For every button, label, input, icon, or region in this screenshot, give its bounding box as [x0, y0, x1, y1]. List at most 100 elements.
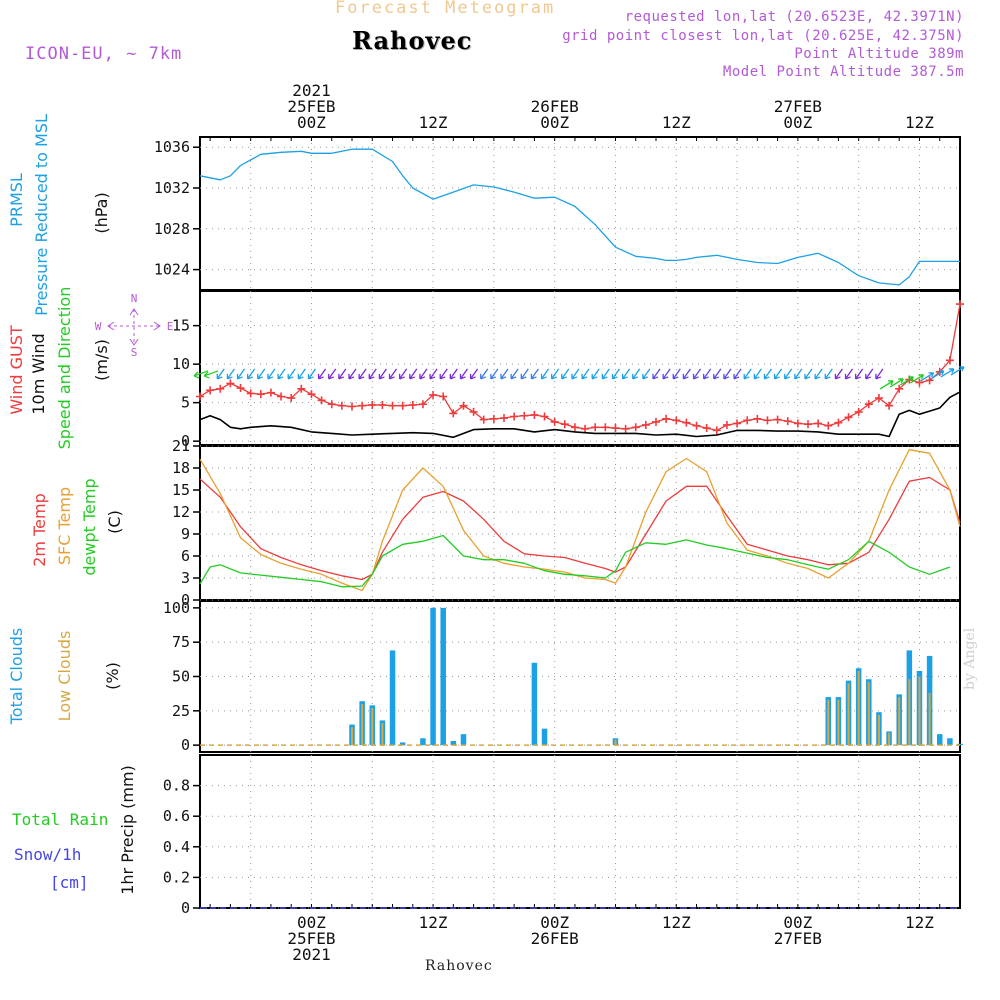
- point-altitude: Point Altitude 389m: [794, 46, 964, 62]
- top-time-label: 12Z: [419, 113, 448, 132]
- gust-marker: [834, 418, 843, 427]
- low-cloud-bar: [361, 703, 364, 746]
- top-time-label: 2021: [292, 81, 331, 100]
- credit-watermark: by Angel: [962, 627, 978, 690]
- wind-direction-arrow: [449, 368, 458, 380]
- gust-marker: [692, 421, 701, 430]
- wind-direction-arrow: [804, 368, 813, 380]
- y-tick-label: 5: [181, 394, 190, 412]
- low-cloud-bar: [898, 697, 901, 746]
- total-cloud-bar: [420, 738, 426, 746]
- gust-marker: [895, 384, 904, 393]
- y-tick-label: 0.2: [163, 868, 190, 886]
- wind-direction-arrow: [920, 372, 935, 382]
- compass-cross: [108, 309, 160, 345]
- gust-marker: [348, 402, 356, 411]
- wind-direction-arrow: [216, 368, 225, 380]
- wind-direction-arrow: [469, 368, 479, 380]
- pressure-ylabel-long: Pressure Reduced to MSL: [32, 114, 51, 316]
- total-clouds-ylabel: Total Clouds: [7, 628, 26, 726]
- wind-direction-arrow: [652, 368, 661, 380]
- wind-direction-arrow: [844, 368, 854, 380]
- compass-south-label: S: [131, 346, 138, 359]
- gust-marker: [398, 401, 407, 410]
- low-cloud-bar: [614, 739, 617, 746]
- gust-marker: [226, 379, 235, 388]
- compass-west-label: W: [95, 320, 102, 333]
- top-time-label: 27FEB: [774, 97, 822, 116]
- total-cloud-bar: [440, 607, 446, 746]
- wind-direction-arrow: [429, 368, 438, 380]
- y-tick-label: 0.8: [163, 777, 190, 795]
- compass-arrowheads: [107, 308, 161, 346]
- y-tick-label: 12: [172, 503, 190, 521]
- gust-marker: [479, 415, 488, 424]
- gust-marker: [712, 426, 721, 435]
- gust-marker: [439, 392, 448, 401]
- y-tick-label: 15: [172, 317, 190, 335]
- gust-marker: [753, 414, 762, 423]
- wind-direction-arrow: [855, 368, 864, 380]
- total-cloud-bar: [947, 738, 953, 746]
- gust-marker: [763, 416, 772, 425]
- temp-sfc-ylabel: SFC Temp: [55, 487, 74, 565]
- bottom-time-label: 12Z: [905, 913, 934, 932]
- gust-marker: [266, 388, 275, 397]
- meteogram-title: Forecast Meteogram: [335, 0, 556, 18]
- bottom-time-label: 00Z: [540, 913, 569, 932]
- series-line-prmsl: [199, 148, 960, 286]
- wind-direction-arrow: [530, 368, 539, 380]
- gust-marker: [621, 424, 630, 433]
- series-line-dewpt-temp: [199, 534, 951, 588]
- y-tick-label: 0: [181, 899, 190, 917]
- panel-frame-precipitation: [199, 754, 961, 909]
- wind-gust-ylabel: Wind GUST: [7, 325, 26, 415]
- snow-legend-label: Snow/1h: [14, 845, 81, 864]
- total-cloud-bar: [531, 662, 538, 746]
- bottom-time-label: 27FEB: [774, 929, 822, 948]
- gust-marker: [956, 300, 964, 309]
- low-cloud-bar: [381, 723, 384, 746]
- wind10-ylabel: 10m Wind: [29, 333, 48, 414]
- wind-direction-arrow: [348, 368, 357, 380]
- wind-direction-arrow: [358, 368, 367, 380]
- gust-marker: [256, 390, 265, 399]
- gust-marker: [550, 417, 559, 426]
- wind-direction-arrow: [940, 368, 955, 378]
- gust-marker: [236, 384, 245, 393]
- wind-direction-arrow: [399, 368, 408, 380]
- y-tick-label: 3: [181, 569, 190, 587]
- gust-marker: [682, 418, 691, 427]
- gust-marker: [277, 392, 286, 401]
- top-time-label: 26FEB: [531, 97, 579, 116]
- y-tick-label: 75: [172, 633, 190, 651]
- wind-direction-arrow: [247, 368, 256, 380]
- grid-point-coordinates: grid point closest lon,lat (20.625E, 42.…: [562, 28, 964, 44]
- wind-direction-arrow: [571, 368, 580, 380]
- temp-unit-label: (C): [105, 510, 124, 534]
- wind-direction-arrow: [388, 368, 398, 380]
- wind-direction-arrow: [520, 368, 529, 380]
- gust-marker: [601, 423, 610, 432]
- series-line-10m-wind: [199, 391, 961, 439]
- wind-direction-arrow: [601, 368, 610, 380]
- wind-direction-arrow: [540, 368, 550, 380]
- wind-direction-arrow: [480, 368, 489, 380]
- requested-coordinates: requested lon,lat (20.6523E, 42.3971N): [624, 9, 964, 25]
- wind-direction-arrow: [632, 368, 641, 380]
- total-cloud-bar: [541, 728, 548, 746]
- wind-direction-arrow: [368, 368, 377, 380]
- wind-direction-arrow: [226, 368, 235, 380]
- low-cloud-bar: [928, 692, 931, 746]
- wind-direction-arrow: [784, 368, 793, 380]
- wind-direction-arrow: [682, 368, 691, 380]
- gust-marker: [500, 414, 508, 423]
- wind-direction-arrow: [753, 368, 762, 380]
- gust-marker: [793, 419, 802, 428]
- gust-marker: [510, 412, 519, 421]
- low-cloud-bar: [867, 681, 870, 746]
- gust-marker: [388, 401, 397, 410]
- gust-marker: [327, 400, 336, 409]
- wind-direction-arrow: [287, 368, 296, 380]
- low-clouds-ylabel: Low Clouds: [55, 631, 74, 722]
